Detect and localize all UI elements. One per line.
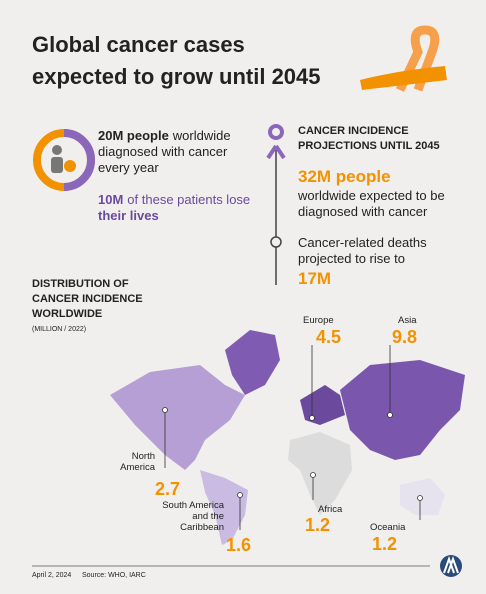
region-label: Caribbean — [180, 522, 224, 533]
pointer-dot — [237, 492, 243, 498]
timeline-dot — [270, 236, 282, 248]
north-america — [110, 365, 245, 470]
plus-icon — [64, 160, 76, 172]
heading: WORLDWIDE — [32, 308, 102, 320]
logo-mark — [443, 556, 459, 574]
pointer-dot — [417, 495, 423, 501]
highlight: 20M people — [98, 128, 169, 143]
europe — [300, 385, 345, 425]
region-label: Oceania — [370, 522, 406, 533]
cases-text: every year — [98, 160, 159, 175]
footer-source: Source: WHO, IARC — [82, 572, 146, 579]
world-map — [110, 330, 465, 545]
person-icon — [52, 145, 62, 155]
highlight: 10M — [98, 192, 123, 207]
region-label: Africa — [318, 504, 343, 515]
person-icon — [51, 157, 63, 173]
text: worldwide — [172, 128, 231, 143]
region-label: South America — [162, 500, 224, 511]
ribbon-icon — [268, 124, 284, 140]
ribbon-tail — [360, 66, 447, 90]
asia — [340, 360, 465, 460]
projection-value: 17M — [298, 269, 331, 288]
deaths-text: their lives — [98, 208, 159, 223]
pointer-dot — [162, 407, 168, 413]
ribbon-icon — [266, 144, 286, 160]
heading: DISTRIBUTION OF — [32, 278, 129, 290]
projection-text: diagnosed with cancer — [298, 204, 428, 219]
projection-text: worldwide expected to be — [297, 188, 445, 203]
text: of these patients lose — [127, 192, 250, 207]
pointer-dot — [310, 472, 316, 478]
ribbon — [395, 25, 440, 92]
projection-text: Cancer-related deaths — [298, 235, 427, 250]
footer-date: April 2, 2024 — [32, 572, 71, 579]
south-america — [200, 470, 248, 545]
cases-text: 20M people worldwide — [98, 128, 231, 143]
region-value: 1.6 — [226, 535, 251, 555]
region-value: 1.2 — [305, 515, 330, 535]
pointers — [162, 345, 423, 530]
region-label: North — [132, 451, 155, 462]
africa — [288, 432, 352, 515]
greenland — [225, 330, 280, 395]
heading: PROJECTIONS UNTIL 2045 — [298, 140, 440, 152]
title: expected to grow until 2045 — [32, 64, 321, 89]
heading: CANCER INCIDENCE — [32, 293, 143, 305]
title: Global cancer cases — [32, 32, 245, 57]
region-label: and the — [192, 511, 224, 522]
pointer-dot — [387, 412, 393, 418]
oceania — [400, 478, 445, 515]
region-label: America — [120, 462, 156, 473]
region-value: 9.8 — [392, 327, 417, 347]
pointer-dot — [309, 415, 315, 421]
region-value: 4.5 — [316, 327, 341, 347]
region-value: 1.2 — [372, 534, 397, 554]
unit: (MILLION / 2022) — [32, 326, 86, 333]
heading: CANCER INCIDENCE — [298, 125, 409, 137]
donut-part — [63, 129, 95, 191]
cases-text: diagnosed with cancer — [98, 144, 228, 159]
region-value: 2.7 — [155, 479, 180, 499]
region-label: Asia — [398, 315, 417, 326]
deaths-text: 10M of these patients lose — [98, 192, 250, 207]
projection-text: projected to rise to — [298, 251, 405, 266]
region-label: Europe — [303, 315, 334, 326]
projection-value: 32M people — [298, 167, 391, 186]
